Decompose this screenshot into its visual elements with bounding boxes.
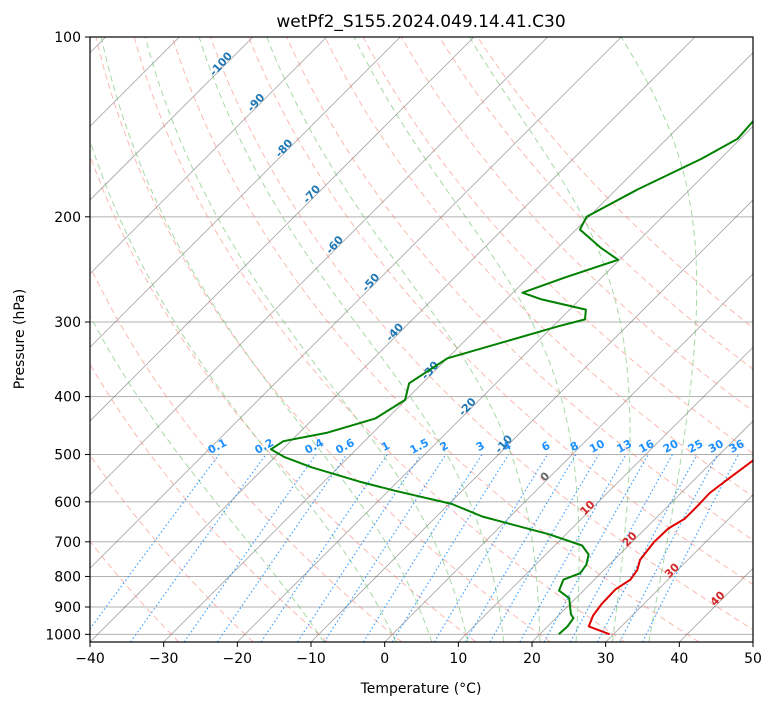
mixing-ratio-line (90, 454, 220, 630)
x-tick-label: −10 (296, 651, 326, 667)
dry-adiabat-line (90, 453, 254, 642)
moist-adiabat-line (90, 314, 325, 642)
dry-adiabat-line (286, 37, 753, 541)
mixing-ratio-line (433, 454, 549, 642)
isotherm-line (531, 420, 753, 642)
moist-adiabat-line (144, 37, 469, 642)
mixing-ratio-line (596, 454, 698, 642)
x-axis-label: Temperature (°C) (360, 681, 482, 697)
y-tick-label: 1000 (45, 627, 81, 643)
y-tick-label: 800 (54, 569, 81, 585)
moist-adiabat-line (469, 37, 631, 642)
mixing-ratio-label: 30 (706, 437, 726, 456)
isotherm-line (163, 52, 753, 642)
moist-adiabat-line (266, 37, 541, 642)
x-tick-label: 30 (597, 651, 615, 667)
mixing-ratio-line (260, 454, 388, 642)
mixing-ratio-label: 16 (637, 437, 657, 456)
dry-adiabat-line (248, 37, 753, 586)
dry-adiabat-line (362, 37, 753, 455)
isotherm-line (458, 346, 753, 642)
y-tick-label: 900 (54, 600, 81, 616)
mixing-ratio-line (519, 454, 627, 642)
mixing-ratio-line (464, 454, 577, 642)
y-tick-label: 200 (54, 210, 81, 226)
isotherm-line (90, 37, 696, 642)
x-tick-label: 40 (670, 651, 688, 667)
mixing-ratio-label: 36 (727, 437, 747, 456)
x-tick-label: 50 (744, 651, 762, 667)
background-reference-lines (90, 37, 753, 642)
mixing-ratio-line (130, 454, 267, 642)
isotherm-line (605, 494, 753, 642)
dry-adiabat-line (438, 37, 753, 370)
mixing-ratio-label: 13 (615, 437, 635, 456)
sounding-series (269, 119, 753, 636)
isotherm-line (384, 273, 753, 642)
plot-frame (89, 36, 754, 643)
x-tick-label: −40 (75, 651, 105, 667)
dry-adiabat-line (95, 37, 551, 642)
dewpoint-profile-line (269, 119, 753, 636)
moist-adiabat-line (100, 37, 433, 642)
mixing-ratio-label: 25 (686, 437, 706, 456)
moist-adiabat-line (198, 37, 505, 642)
x-tick-label: −20 (223, 651, 253, 667)
y-tick-label: 400 (54, 390, 81, 406)
moist-adiabat-line (353, 37, 580, 642)
mixing-ratio-label: 20 (661, 437, 681, 456)
y-tick-label: 300 (54, 315, 81, 331)
mixing-ratio-line (489, 454, 600, 642)
temperature-profile-line (587, 459, 753, 636)
isotherm-line (90, 37, 401, 348)
x-tick-label: 20 (523, 651, 541, 667)
x-tick-label: −30 (149, 651, 179, 667)
dry-adiabat-line (133, 37, 625, 642)
x-tick-label: 10 (449, 651, 467, 667)
dry-adiabat-line (324, 37, 753, 498)
mixing-ratio-line (296, 454, 422, 642)
dry-adiabat-line (210, 37, 753, 631)
moist-adiabat-line (620, 37, 698, 642)
dry-adiabat-line (90, 265, 403, 642)
chart-title: wetPf2_S155.2024.049.14.41.C30 (276, 12, 565, 32)
y-tick-label: 700 (54, 535, 81, 551)
isotherm-line (237, 125, 753, 642)
y-tick-label: 100 (54, 30, 81, 46)
mixing-ratio-label: 10 (587, 437, 607, 456)
y-axis-ticks: 100 200 300 400 500 600 700 800 900 1000 (45, 30, 90, 643)
x-tick-label: 0 (380, 651, 389, 667)
y-axis-label: Pressure (hPa) (12, 289, 28, 389)
dry-adiabat-line (400, 37, 753, 412)
isotherm-line (90, 37, 475, 422)
isotherm-line (90, 37, 254, 201)
isotherm-line (90, 37, 548, 496)
dry-adiabat-line (90, 154, 477, 642)
mixing-ratio-line (216, 454, 348, 642)
mixing-ratio-line (569, 454, 673, 642)
y-tick-label: 500 (54, 448, 81, 464)
isotherm-line (90, 37, 622, 569)
isotherm-line (90, 37, 327, 275)
dry-adiabat-line (477, 37, 753, 329)
x-axis-ticks: −40 −30 −20 −10 0 10 20 30 40 50 (75, 642, 762, 667)
mixing-ratio-line (183, 454, 317, 642)
dry-adiabat-line (171, 37, 700, 642)
y-tick-label: 600 (54, 495, 81, 511)
isotherm-line (310, 199, 753, 642)
dry-adiabat-line (90, 363, 328, 642)
